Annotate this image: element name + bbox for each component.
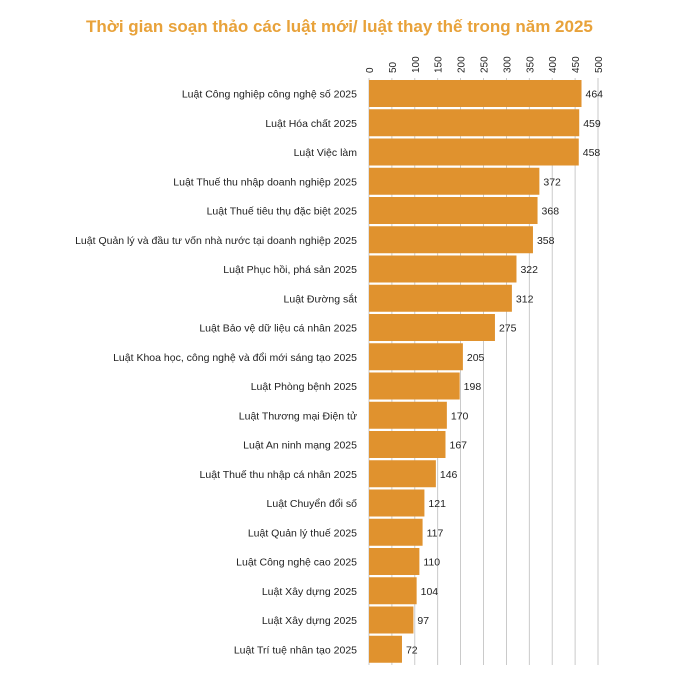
value-label: 104 [421,586,439,598]
bar [369,80,582,107]
value-label: 146 [440,469,458,481]
x-axis-ticks: 0 50 100 150 200 250 300 350 400 450 500 [365,56,605,73]
category-label: Luật Quản lý và đầu tư vốn nhà nước tại … [75,235,357,247]
category-label: Luật Việc làm [294,147,358,159]
tick-label: 50 [388,61,399,73]
value-label: 322 [520,264,538,276]
category-label: Luật Xây dựng 2025 [262,615,357,627]
bar [369,431,446,458]
category-label: Luật Chuyển đổi số [267,498,358,510]
value-label: 464 [586,89,604,101]
category-label: Luật Công nghệ cao 2025 [236,557,357,569]
tick-label: 500 [594,56,605,73]
category-labels: Luật Công nghiệp công nghệ số 2025 Luật H… [75,89,357,657]
value-label: 72 [406,644,418,656]
bar [369,548,420,575]
tick-label: 450 [571,56,582,73]
bar [369,138,579,166]
category-label: Luật Bảo vệ dữ liệu cá nhân 2025 [199,323,357,335]
category-label: Luật Thuế thu nhập doanh nghiệp 2025 [173,176,357,188]
bars [369,80,582,663]
tick-label: 300 [502,56,513,73]
tick-label: 150 [434,56,445,73]
tick-label: 0 [365,67,376,73]
bar [369,109,580,137]
category-label: Luật An ninh mạng 2025 [243,440,357,452]
category-label: Luật Trí tuệ nhân tạo 2025 [234,644,357,656]
bar [369,401,447,429]
category-label: Luật Thuế thu nhập cá nhân 2025 [200,469,358,481]
tick-label: 200 [457,56,468,73]
category-label: Luật Khoa học, công nghệ và đổi mới sáng… [113,352,357,364]
value-label: 459 [583,118,601,130]
bar [369,372,460,400]
value-label: 312 [516,293,534,305]
bar [369,343,463,371]
category-label: Luật Thuế tiêu thụ đặc biệt 2025 [207,206,358,218]
tick-label: 400 [548,56,559,73]
category-label: Luật Phòng bệnh 2025 [251,381,357,393]
value-label: 205 [467,352,485,364]
chart-title: Thời gian soạn thảo các luật mới/ luật t… [86,17,593,36]
bar [369,635,402,663]
category-label: Luật Phục hồi, phá sản 2025 [223,264,357,276]
category-label: Luật Xây dựng 2025 [262,586,357,598]
value-label: 275 [499,323,517,335]
value-label: 117 [427,527,444,539]
tick-label: 250 [480,56,491,73]
category-label: Luật Thương mại Điện tử [239,410,357,422]
bar [369,255,517,283]
bar [369,606,414,634]
bar [369,577,417,605]
bar [369,518,423,546]
value-label: 458 [583,147,601,159]
value-label: 358 [537,235,555,247]
category-label: Luật Đường sắt [284,292,358,305]
value-label: 198 [464,381,482,393]
value-label: 97 [417,615,429,627]
bar [369,460,436,488]
value-label: 121 [428,498,446,510]
value-label: 372 [543,176,561,188]
gridlines [368,78,599,665]
bar [369,197,538,224]
tick-label: 100 [411,56,422,73]
category-label: Luật Công nghiệp công nghệ số 2025 [182,89,357,101]
value-label: 368 [542,206,560,218]
bar [369,226,533,254]
value-labels: 464 459 458 372 368 358 322 312 275 205 198 170 167 1… [406,89,603,657]
bar [369,489,425,517]
category-label: Luật Quản lý thuế 2025 [248,527,357,539]
category-label: Luật Hóa chất 2025 [265,118,357,130]
value-label: 110 [423,557,440,569]
bar [369,314,495,341]
bar [369,284,512,312]
tick-label: 350 [525,56,536,73]
bar [369,167,540,195]
value-label: 167 [449,440,467,452]
value-label: 170 [451,410,469,422]
